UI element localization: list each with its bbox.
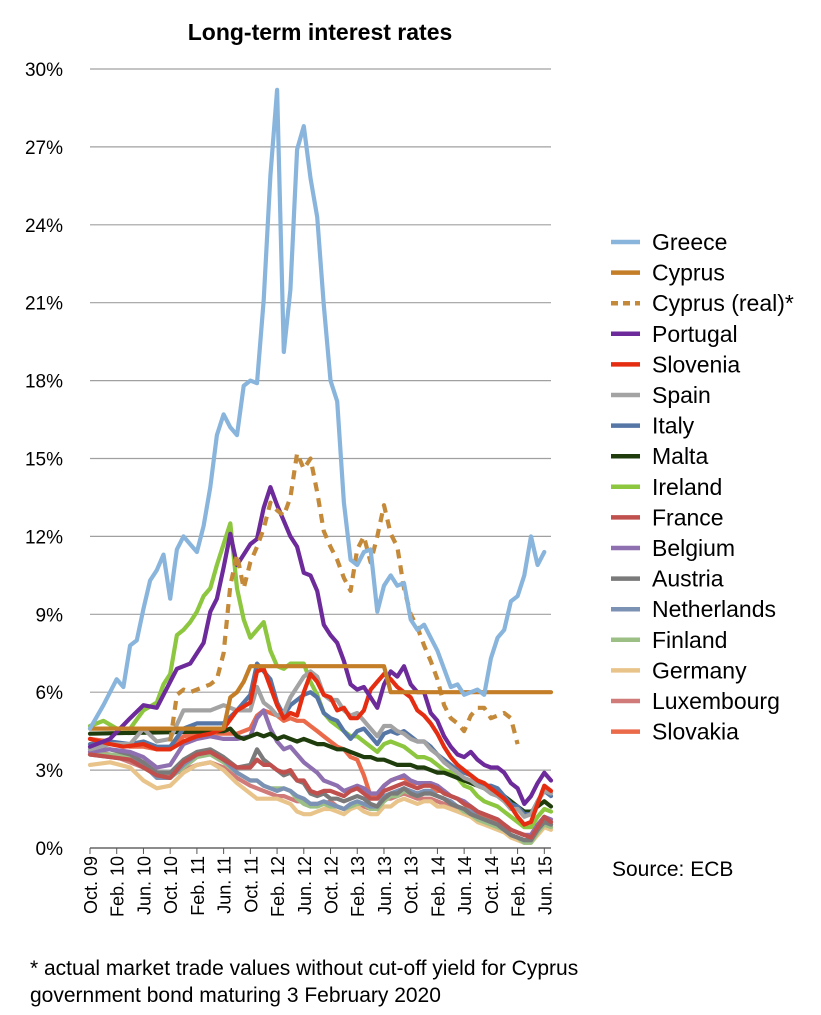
legend-label: Spain [652, 382, 711, 408]
y-tick-label: 18% [25, 372, 63, 393]
series-line [87, 664, 554, 731]
x-tick-label: Jun. 12 [295, 856, 315, 915]
y-tick-label: 0% [36, 839, 64, 860]
x-tick-label: Jun. 13 [375, 856, 395, 915]
y-tick-label: 6% [36, 683, 64, 704]
legend-label: Cyprus (real)* [652, 290, 794, 316]
series-line [87, 485, 554, 806]
x-tick-label: Feb. 11 [188, 856, 208, 916]
series-line [87, 87, 547, 731]
legend-label: Luxembourg [652, 688, 780, 714]
legend-label: Portugal [652, 321, 738, 347]
x-tick-label: Oct. 12 [322, 856, 342, 914]
series-line [87, 521, 554, 830]
x-tick-label: Feb. 10 [108, 856, 128, 917]
legend-label: Finland [652, 627, 727, 653]
series-lines [87, 87, 554, 845]
x-tick-label: Oct. 10 [161, 856, 181, 914]
y-tick-label: 15% [25, 450, 63, 471]
x-tick-label: Oct. 13 [402, 856, 422, 914]
series-line [87, 749, 554, 840]
x-tick-label: Feb. 14 [428, 856, 448, 917]
y-tick-label: 12% [25, 527, 63, 548]
x-tick-label: Jun. 11 [215, 856, 235, 914]
legend-label: Cyprus [652, 260, 725, 286]
x-tick-label: Feb. 13 [348, 856, 368, 917]
legend-label: Ireland [652, 474, 722, 500]
x-tick-label: Oct. 09 [81, 856, 101, 914]
x-tick-label: Jun. 10 [134, 856, 154, 915]
footnote-line: * actual market trade values without cut… [30, 957, 579, 980]
legend-label: Belgium [652, 535, 735, 561]
y-tick-label: 24% [25, 216, 63, 237]
legend-label: Germany [652, 657, 747, 683]
y-tick-label: 30% [25, 60, 63, 81]
series-line [87, 666, 554, 827]
y-tick-label: 3% [36, 761, 64, 782]
series-line [87, 708, 554, 838]
y-tick-label: 9% [36, 605, 64, 626]
x-tick-label: Feb. 12 [268, 856, 288, 917]
legend-label: Greece [652, 229, 727, 255]
footnote: * actual market trade values without cut… [30, 955, 810, 1009]
chart-title: Long-term interest rates [188, 19, 453, 45]
x-axis-tick-labels: Oct. 09 Feb. 10 Jun. 10 Oct. 10 Feb. 11 Jun. … [81, 856, 555, 917]
legend-label: Slovakia [652, 719, 739, 745]
x-tick-label: Oct. 11 [241, 856, 261, 913]
source-label: Source: ECB [612, 858, 733, 881]
legend-label: Slovenia [652, 351, 740, 377]
x-tick-label: Feb. 15 [509, 856, 529, 917]
legend-label: Italy [652, 413, 695, 439]
y-axis-tick-labels: 0% 3% 6% 9% 12% 15% 18% 21% 24% 27% 30% [25, 60, 63, 860]
legend-label: Austria [652, 566, 724, 592]
y-tick-label: 21% [25, 294, 63, 315]
legend-label: France [652, 504, 724, 530]
y-tick-label: 27% [25, 138, 63, 159]
series-line [168, 451, 520, 745]
legend-label: Malta [652, 443, 708, 469]
legend-label: Netherlands [652, 596, 776, 622]
legend: Greece Cyprus Cyprus (real)* Portugal Sloven… [611, 229, 794, 745]
series-line [87, 760, 554, 845]
footnote-line: government bond maturing 3 February 2020 [30, 984, 441, 1007]
x-tick-label: Oct. 14 [482, 856, 502, 914]
x-tick-label: Jun. 14 [455, 856, 475, 915]
x-tick-label: Jun. 15 [535, 856, 555, 915]
